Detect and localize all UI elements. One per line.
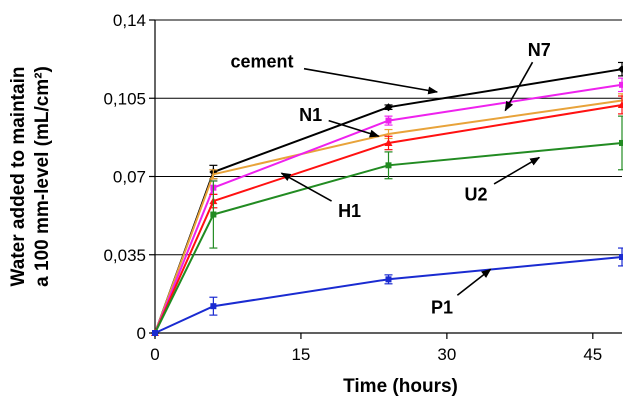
- annotation-arrow-cement: [303, 67, 439, 95]
- data-point-u2-1: [210, 211, 217, 218]
- data-point-p1-2: [385, 276, 392, 283]
- data-point-cement-3: [618, 65, 623, 74]
- annotation-arrow-n1: [328, 119, 380, 138]
- annotation-label-u2: U2: [465, 184, 488, 204]
- series-h1: [151, 95, 623, 336]
- data-point-cement-2: [384, 103, 393, 112]
- axes: [149, 19, 622, 339]
- series-line-h1: [154, 104, 623, 334]
- data-point-n7-2: [387, 132, 390, 136]
- data-point-p1-0: [152, 330, 158, 336]
- x-tick-label-1: 15: [291, 345, 310, 364]
- annotation-label-n7: N7: [528, 40, 551, 60]
- data-point-n7-1: [212, 173, 215, 176]
- annotation-arrow-u2: [493, 156, 541, 185]
- x-tick-label-0: 0: [150, 345, 159, 364]
- data-point-u2-3: [619, 139, 623, 146]
- annotation-arrow-p1: [456, 268, 492, 296]
- series-line-u2: [154, 142, 623, 334]
- y-tick-label-4: 0,14: [113, 11, 146, 30]
- y-tick-label-2: 0,07: [113, 168, 146, 187]
- annotation-label-cement: cement: [231, 51, 294, 71]
- annotation-arrow-n7: [504, 61, 534, 112]
- series-n7: [153, 93, 623, 335]
- y-axis-label-line-2: a 100 mm-level (mL/cm²): [32, 66, 53, 287]
- grid-lines: [155, 19, 622, 256]
- x-tick-label-2: 30: [437, 345, 456, 364]
- data-point-p1-1: [210, 303, 217, 310]
- series-line-p1: [154, 256, 623, 334]
- x-tick-label-3: 45: [583, 345, 602, 364]
- x-axis-label: Time (hours): [343, 376, 458, 397]
- annotations: cement N7 N1 H1 U2 P1: [231, 40, 551, 317]
- y-tick-label-0: 0: [137, 324, 146, 343]
- series-p1: [152, 247, 623, 336]
- data-point-n1-2: [385, 117, 392, 124]
- y-axis-label-line-1: Water added to maintain: [8, 67, 29, 287]
- tick-labels: 0 0,035 0,07 0,105 0,14 0 15 30 45: [103, 11, 602, 364]
- data-point-h1-2: [384, 138, 393, 146]
- series-cement: [151, 61, 623, 337]
- annotation-label-h1: H1: [338, 201, 361, 221]
- annotation-arrow-h1: [280, 172, 332, 202]
- data-point-p1-3: [619, 253, 623, 260]
- data-point-u2-2: [385, 162, 392, 169]
- annotation-label-n1: N1: [299, 105, 322, 125]
- y-tick-label-3: 0,105: [103, 89, 146, 108]
- data-point-n1-3: [619, 81, 623, 88]
- plot-area: [151, 61, 623, 337]
- annotation-label-p1: P1: [431, 297, 453, 317]
- y-tick-label-1: 0,035: [103, 246, 146, 265]
- data-point-h1-3: [618, 100, 623, 108]
